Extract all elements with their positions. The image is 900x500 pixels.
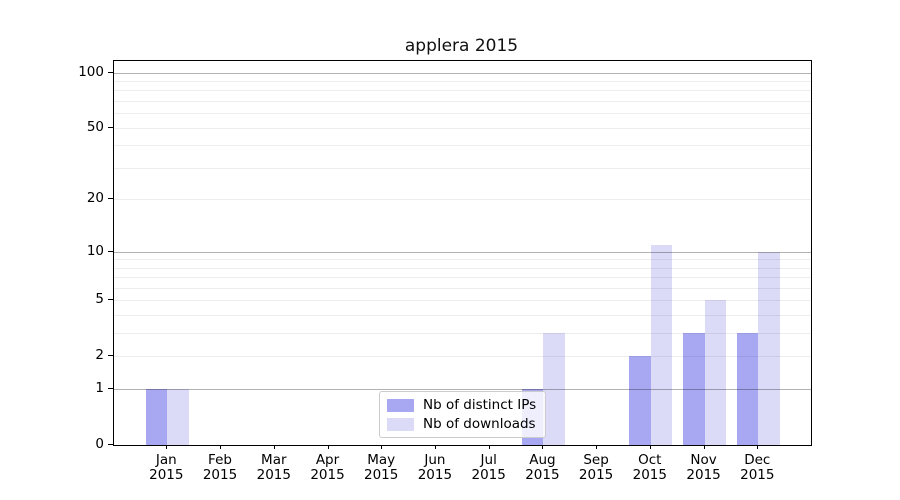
x-tick-aug: [542, 445, 544, 449]
legend-item-downloads: Nb of downloads: [387, 416, 536, 432]
y-tick-label-2: 2: [95, 347, 104, 364]
bar-distinct-ips-nov: [683, 333, 705, 445]
x-tick-label-jul: Jul 2015: [471, 452, 506, 483]
x-tick-label-mar: Mar 2015: [256, 452, 291, 483]
y-tick-100: [108, 71, 113, 73]
y-tick-label-100: 100: [78, 63, 104, 80]
gridline-100: [114, 72, 811, 74]
gridline-80: [114, 90, 811, 92]
gridline-4: [114, 315, 811, 317]
bar-downloads-dec: [758, 251, 780, 445]
bar-downloads-aug: [543, 333, 565, 445]
gridline-20: [114, 199, 811, 201]
y-tick-50: [108, 126, 113, 128]
bar-distinct-ips-jan: [145, 389, 168, 445]
x-tick-label-may: May 2015: [364, 452, 399, 483]
gridline-70: [114, 101, 811, 102]
legend-swatch-distinct-ips: [387, 398, 414, 412]
y-tick-10: [108, 250, 113, 252]
y-tick-1: [108, 388, 113, 390]
gridline-30: [114, 167, 811, 169]
y-tick-label-0: 0: [95, 436, 104, 452]
x-tick-label-feb: Feb 2015: [202, 452, 238, 483]
y-tick-label-1: 1: [95, 380, 104, 397]
bar-distinct-ips-dec: [736, 333, 759, 445]
bar-downloads-oct: [650, 244, 673, 445]
bar-downloads-nov: [704, 300, 727, 445]
x-tick-label-dec: Dec 2015: [740, 452, 775, 483]
plot-area: [113, 60, 812, 446]
x-tick-label-jan: Jan 2015: [149, 452, 184, 483]
bar-distinct-ips-oct: [629, 356, 651, 445]
legend-swatch-downloads: [387, 417, 414, 431]
y-tick-label-20: 20: [86, 190, 104, 207]
gridline-10: [114, 251, 811, 253]
gridline-50: [114, 127, 811, 129]
legend-item-distinct-ips: Nb of distinct IPs: [387, 397, 536, 413]
gridline-2: [114, 356, 811, 358]
gridline-7: [114, 277, 811, 279]
chart-title: applera 2015: [404, 36, 519, 56]
gridline-8: [114, 267, 811, 269]
x-tick-nov: [703, 445, 705, 449]
gridline-90: [114, 81, 811, 82]
y-tick-5: [108, 299, 113, 301]
x-tick-label-sep: Sep 2015: [578, 452, 614, 483]
x-tick-dec: [757, 445, 759, 449]
gridline-40: [114, 145, 811, 147]
x-tick-label-apr: Apr 2015: [310, 452, 345, 483]
legend: Nb of distinct IPs Nb of downloads: [379, 391, 547, 438]
y-tick-2: [108, 355, 113, 357]
gridline-5: [114, 300, 811, 302]
x-tick-jan: [166, 445, 168, 449]
gridline-6: [114, 288, 811, 289]
x-tick-feb: [220, 445, 221, 449]
y-tick-0: [108, 444, 113, 445]
y-tick-label-10: 10: [86, 242, 104, 259]
x-tick-jul: [488, 445, 490, 449]
legend-label-downloads: Nb of downloads: [423, 416, 536, 432]
gridline-3: [114, 333, 811, 335]
gridline-1: [114, 389, 811, 391]
x-tick-apr: [327, 445, 329, 449]
legend-label-distinct-ips: Nb of distinct IPs: [423, 397, 537, 413]
x-tick-jun: [434, 445, 436, 449]
x-tick-label-jun: Jun 2015: [417, 452, 453, 483]
x-tick-oct: [649, 445, 651, 449]
gridline-60: [114, 113, 811, 115]
x-tick-label-oct: Oct 2015: [632, 452, 667, 483]
x-tick-label-aug: Aug 2015: [525, 452, 560, 483]
x-tick-sep: [596, 445, 598, 449]
x-tick-may: [381, 445, 383, 449]
y-tick-label-50: 50: [86, 118, 104, 135]
gridline-9: [114, 259, 811, 261]
y-tick-label-5: 5: [95, 291, 104, 308]
x-tick-mar: [273, 445, 275, 449]
y-tick-20: [108, 198, 113, 200]
x-tick-label-nov: Nov 2015: [686, 452, 721, 483]
bar-downloads-jan: [167, 389, 189, 445]
